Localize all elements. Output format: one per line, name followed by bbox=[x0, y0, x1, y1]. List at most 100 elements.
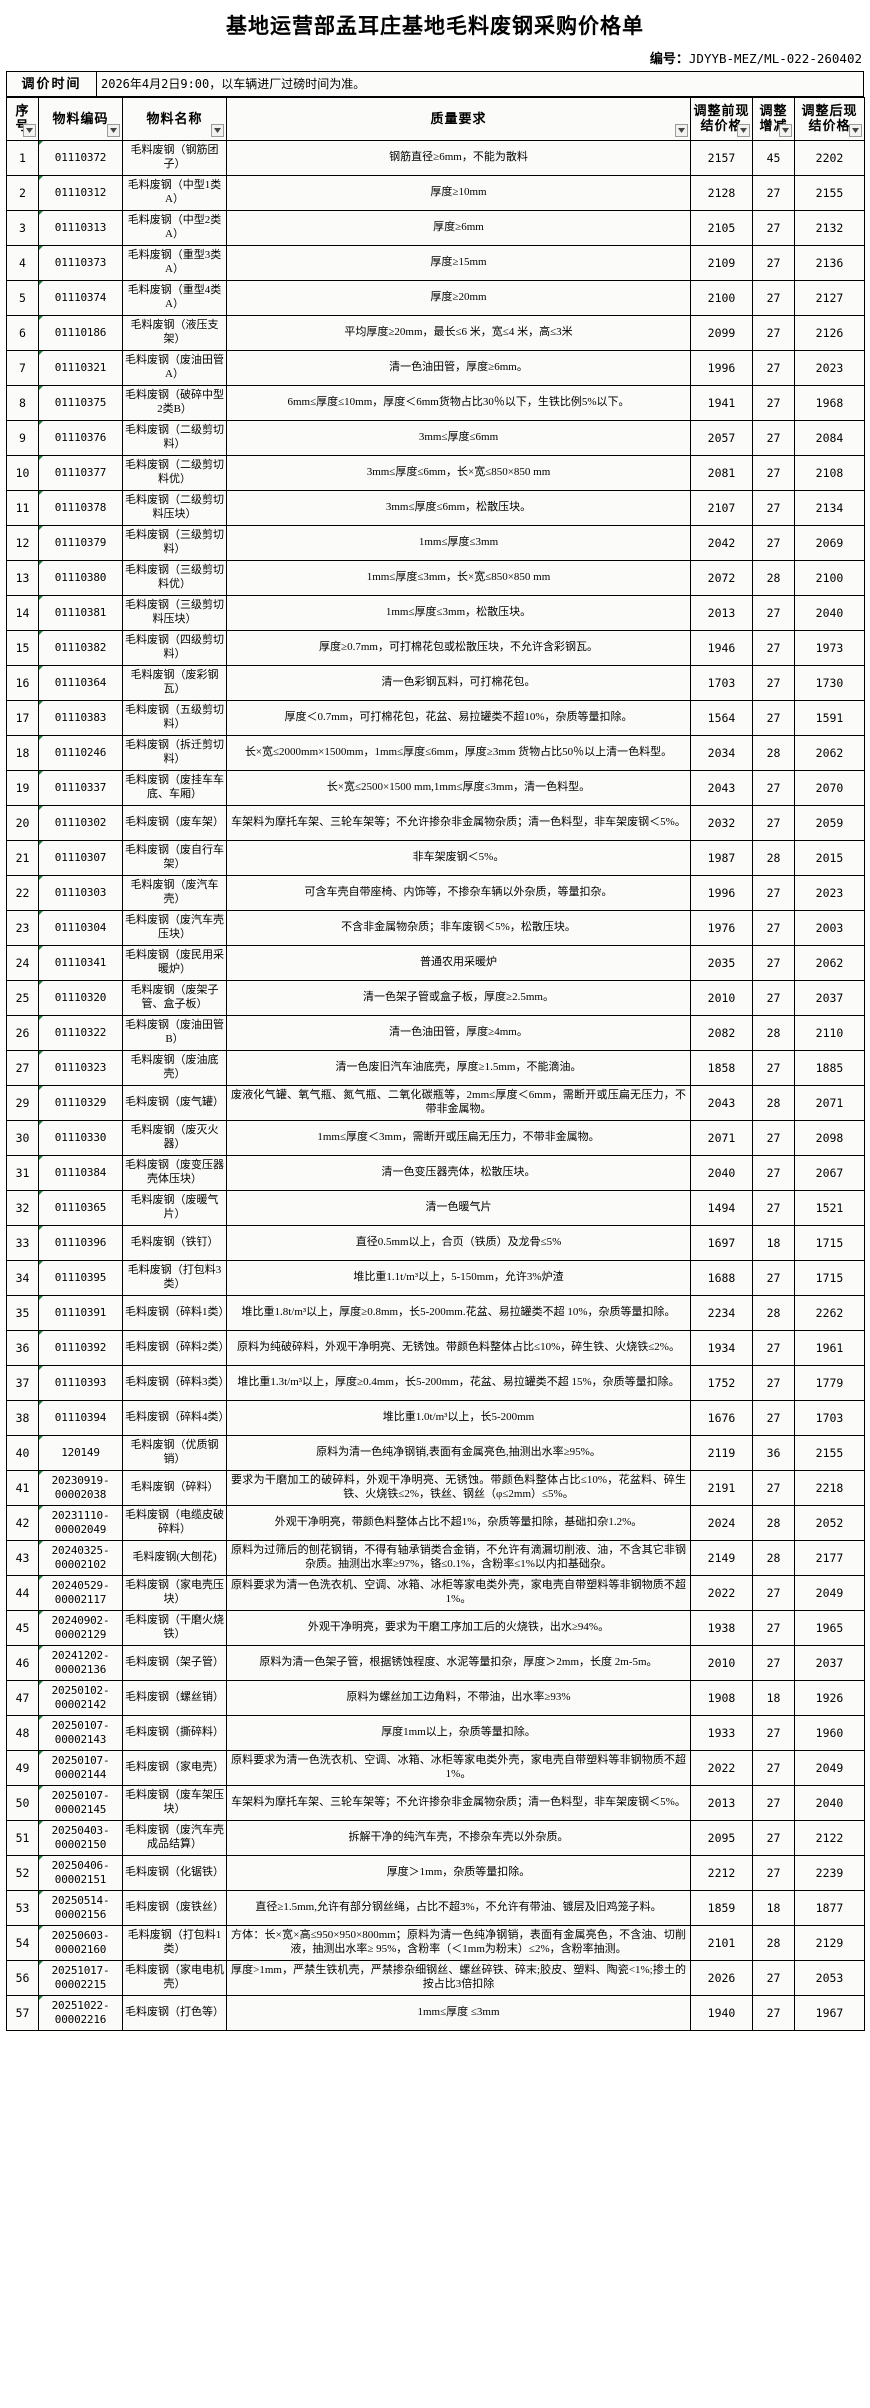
cell-price-after: 2134 bbox=[794, 490, 865, 526]
cell-price-after: 2049 bbox=[794, 1750, 865, 1786]
cell-quality-requirement: 厚度≥20mm bbox=[226, 280, 691, 316]
cell-price-before: 2099 bbox=[690, 315, 753, 351]
cell-material-code: 01110320 bbox=[38, 980, 123, 1016]
cell-adjust: 27 bbox=[752, 1575, 795, 1611]
filter-dropdown-icon[interactable] bbox=[779, 124, 792, 137]
table-row: 29 01110329 毛料废钢（废气罐） 废液化气罐、氧气瓶、氮气瓶、二氧化碳瓶等，… bbox=[6, 1085, 865, 1121]
column-header-requirement: 质量要求 bbox=[226, 97, 691, 141]
table-row: 2 01110312 毛料废钢（中型1类A） 厚度≥10mm 2128 27 2155 bbox=[6, 175, 865, 211]
cell-material-code: 01110186 bbox=[38, 315, 123, 351]
cell-adjust: 27 bbox=[752, 1785, 795, 1821]
table-row: 35 01110391 毛料废钢（碎料1类） 堆比重1.8t/m³以上，厚度≥0.8m… bbox=[6, 1295, 865, 1331]
cell-price-after: 2052 bbox=[794, 1505, 865, 1541]
cell-adjust: 27 bbox=[752, 1400, 795, 1436]
cell-material-name: 毛料废钢（干磨火烧铁） bbox=[122, 1610, 227, 1646]
cell-seq: 15 bbox=[6, 630, 39, 666]
cell-price-before: 2082 bbox=[690, 1015, 753, 1051]
cell-quality-requirement: 车架料为摩托车架、三轮车架等；不允许掺杂非金属物杂质；清一色料型，非车架废钢＜5… bbox=[226, 805, 691, 841]
cell-adjust: 27 bbox=[752, 1470, 795, 1506]
price-list-page: 基地运营部孟耳庄基地毛料废钢采购价格单 编号：JDYYB-MEZ/ML-022-… bbox=[6, 14, 865, 2031]
cell-price-after: 1715 bbox=[794, 1225, 865, 1261]
cell-price-before: 1996 bbox=[690, 350, 753, 386]
cell-quality-requirement: 外观干净明亮，要求为干磨工序加工后的火烧铁，出水≥94%。 bbox=[226, 1610, 691, 1646]
cell-quality-requirement: 3mm≤厚度≤6mm，松散压块。 bbox=[226, 490, 691, 526]
cell-material-code: 20230919-00002038 bbox=[38, 1470, 123, 1506]
filter-dropdown-icon[interactable] bbox=[23, 124, 36, 137]
document-number-label: 编号： bbox=[649, 51, 689, 66]
filter-dropdown-icon[interactable] bbox=[675, 124, 688, 137]
cell-price-after: 2003 bbox=[794, 910, 865, 946]
table-row: 24 01110341 毛料废钢（废民用采暖炉） 普通农用采暖炉 2035 27 2062 bbox=[6, 945, 865, 981]
cell-material-name: 毛料废钢（架子管） bbox=[122, 1645, 227, 1681]
cell-material-code: 01110373 bbox=[38, 245, 123, 281]
cell-seq: 3 bbox=[6, 210, 39, 246]
cell-material-code: 01110380 bbox=[38, 560, 123, 596]
cell-price-before: 2057 bbox=[690, 420, 753, 456]
cell-material-name: 毛料废钢（家电电机壳） bbox=[122, 1960, 227, 1996]
cell-price-before: 2010 bbox=[690, 1645, 753, 1681]
table-row: 10 01110377 毛料废钢（二级剪切料优） 3mm≤厚度≤6mm，长×宽≤850… bbox=[6, 455, 865, 491]
cell-quality-requirement: 厚度>1mm，严禁生铁机壳，严禁掺杂细钢丝、螺丝碎铁、碎末;胶皮、塑料、陶瓷<1… bbox=[226, 1960, 691, 1996]
cell-price-before: 2119 bbox=[690, 1435, 753, 1471]
cell-seq: 24 bbox=[6, 945, 39, 981]
cell-price-after: 2040 bbox=[794, 1785, 865, 1821]
filter-dropdown-icon[interactable] bbox=[211, 124, 224, 137]
cell-material-name: 毛料废钢（优质钢销） bbox=[122, 1435, 227, 1471]
cell-seq: 33 bbox=[6, 1225, 39, 1261]
cell-seq: 8 bbox=[6, 385, 39, 421]
cell-adjust: 27 bbox=[752, 1820, 795, 1856]
cell-material-code: 01110383 bbox=[38, 700, 123, 736]
table-row: 16 01110364 毛料废钢（废彩钢瓦） 清一色彩钢瓦料，可打棉花包。 1703 27… bbox=[6, 665, 865, 701]
cell-quality-requirement: 拆解干净的纯汽车壳，不掺杂车壳以外杂质。 bbox=[226, 1820, 691, 1856]
table-row: 8 01110375 毛料废钢（破碎中型2类B） 6mm≤厚度≤10mm，厚度＜6mm… bbox=[6, 385, 865, 421]
table-row: 54 20250603-00002160 毛料废钢（打包料1类） 方体：长×宽×高≤9… bbox=[6, 1925, 865, 1961]
cell-seq: 32 bbox=[6, 1190, 39, 1226]
cell-quality-requirement: 1mm≤厚度≤3mm，长×宽≤850×850 mm bbox=[226, 560, 691, 596]
cell-price-before: 2071 bbox=[690, 1120, 753, 1156]
document-number-value: JDYYB-MEZ/ML-022-260402 bbox=[688, 51, 862, 66]
cell-material-code: 01110381 bbox=[38, 595, 123, 631]
cell-material-name: 毛料废钢（电缆皮破碎料） bbox=[122, 1505, 227, 1541]
cell-price-before: 2022 bbox=[690, 1750, 753, 1786]
price-time-row: 调价时间 2026年4月2日9:00，以车辆进厂过磅时间为准。 bbox=[6, 71, 864, 97]
column-header-price-before: 调整前现结价格 bbox=[690, 97, 753, 141]
cell-quality-requirement: 废液化气罐、氧气瓶、氮气瓶、二氧化碳瓶等，2mm≤厚度＜6mm，需断开或压扁无压… bbox=[226, 1085, 691, 1121]
cell-price-before: 1752 bbox=[690, 1365, 753, 1401]
cell-seq: 54 bbox=[6, 1925, 39, 1961]
table-row: 12 01110379 毛料废钢（三级剪切料） 1mm≤厚度≤3mm 2042 27 206… bbox=[6, 525, 865, 561]
cell-quality-requirement: 厚度＜0.7mm，可打棉花包，花盆、易拉罐类不超10%，杂质等量扣除。 bbox=[226, 700, 691, 736]
cell-material-name: 毛料废钢（二级剪切料） bbox=[122, 420, 227, 456]
cell-adjust: 27 bbox=[752, 1155, 795, 1191]
filter-dropdown-icon[interactable] bbox=[737, 124, 750, 137]
cell-adjust: 27 bbox=[752, 1365, 795, 1401]
cell-material-name: 毛料废钢（重型4类A） bbox=[122, 280, 227, 316]
cell-quality-requirement: 车架料为摩托车架、三轮车架等；不允许掺杂非金属物杂质；清一色料型，非车架废钢＜5… bbox=[226, 1785, 691, 1821]
cell-seq: 7 bbox=[6, 350, 39, 386]
cell-quality-requirement: 厚度≥10mm bbox=[226, 175, 691, 211]
cell-adjust: 45 bbox=[752, 140, 795, 176]
cell-quality-requirement: 长×宽≤2000mm×1500mm，1mm≤厚度≤6mm，厚度≥3mm 货物占比… bbox=[226, 735, 691, 771]
cell-material-name: 毛料废钢（三级剪切料压块） bbox=[122, 595, 227, 631]
cell-quality-requirement: 方体：长×宽×高≤950×950×800mm；原料为清一色纯净钢销，表面有金属亮… bbox=[226, 1925, 691, 1961]
column-header-code: 物料编码 bbox=[38, 97, 123, 141]
filter-dropdown-icon[interactable] bbox=[849, 124, 862, 137]
cell-seq: 14 bbox=[6, 595, 39, 631]
cell-quality-requirement: 原料为清一色纯净钢销,表面有金属亮色,抽测出水率≥95%。 bbox=[226, 1435, 691, 1471]
page-title: 基地运营部孟耳庄基地毛料废钢采购价格单 bbox=[226, 14, 644, 38]
cell-price-before: 1946 bbox=[690, 630, 753, 666]
cell-price-before: 2040 bbox=[690, 1155, 753, 1191]
cell-adjust: 28 bbox=[752, 1295, 795, 1331]
cell-price-after: 2239 bbox=[794, 1855, 865, 1891]
cell-quality-requirement: 堆比重1.1t/m³以上，5-150mm，允许3%炉渣 bbox=[226, 1260, 691, 1296]
cell-quality-requirement: 堆比重1.0t/m³以上，长5-200mm bbox=[226, 1400, 691, 1436]
cell-material-name: 毛料废钢（废汽车壳） bbox=[122, 875, 227, 911]
cell-material-code: 01110372 bbox=[38, 140, 123, 176]
filter-dropdown-icon[interactable] bbox=[107, 124, 120, 137]
cell-material-code: 01110384 bbox=[38, 1155, 123, 1191]
cell-quality-requirement: 平均厚度≥20mm，最长≤6 米，宽≤4 米，高≤3米 bbox=[226, 315, 691, 351]
cell-price-after: 1703 bbox=[794, 1400, 865, 1436]
cell-material-code: 01110392 bbox=[38, 1330, 123, 1366]
table-body: 1 01110372 毛料废钢（钢筋团子） 钢筋直径≥6mm，不能为散料 2157 45 2… bbox=[6, 140, 865, 2031]
cell-price-after: 2177 bbox=[794, 1540, 865, 1576]
cell-material-code: 01110329 bbox=[38, 1085, 123, 1121]
